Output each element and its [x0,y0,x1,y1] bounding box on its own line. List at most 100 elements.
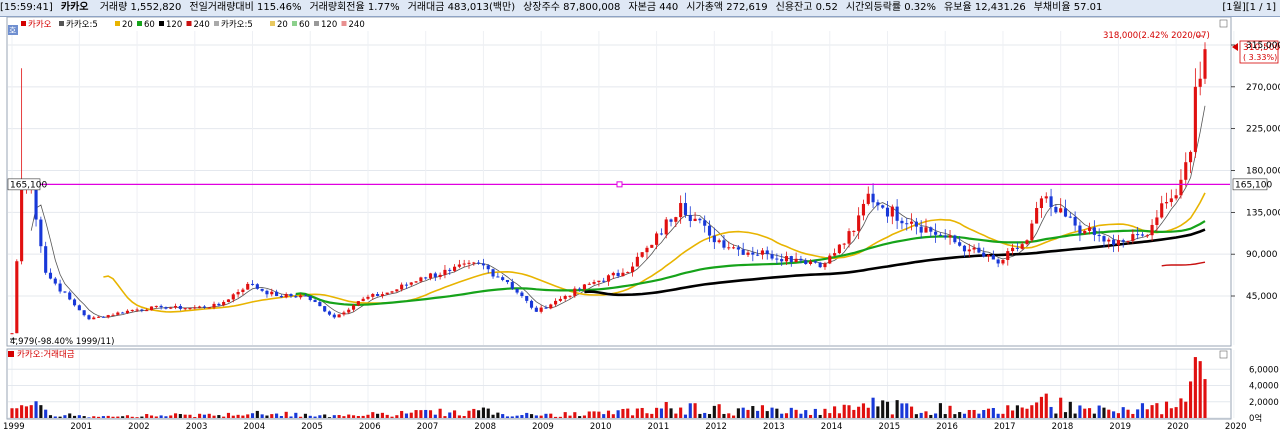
volume-bar [712,405,716,418]
candle-body [400,284,404,290]
candle-body [318,302,322,307]
candle-body [746,252,750,255]
hline-label-right-box [1232,178,1268,191]
volume-bar [342,416,346,418]
candle-body [275,291,279,296]
volume-bar [1198,361,1202,418]
candle-body [428,273,433,279]
candle-body [573,288,577,296]
candle-body [789,256,793,263]
candle-body [135,309,139,311]
candle-body [1203,49,1207,79]
volume-bar [650,413,654,418]
volume-pane-button[interactable] [1219,350,1228,359]
candle-body [265,290,269,295]
candle-body [130,309,134,311]
corner-badge[interactable] [8,25,18,35]
volume-bar [953,414,957,418]
volume-bar [698,413,702,418]
candle-body [1198,78,1202,87]
x-axis-label: 2002 [128,422,150,431]
candle-body [876,202,880,206]
candle-body [385,292,389,295]
volume-bar [24,406,28,418]
candle-body [852,230,856,232]
candle-body [568,295,572,297]
candle-body [510,282,514,289]
candle-body [34,184,38,220]
candle-body [794,258,798,263]
candle-body [804,260,808,264]
volume-bar [260,414,264,418]
volume-bar [659,408,663,418]
candle-body [558,298,562,301]
candle-body [169,307,173,309]
volume-bar [1087,408,1092,418]
candle-body [212,303,216,308]
legend-marker [159,21,164,26]
volume-bar [780,413,784,418]
header-field: 시간외등락률 0.32% [845,2,937,13]
x-axis-label: 2008 [474,422,496,431]
volume-bar [39,405,43,418]
horizontal-line-handle[interactable] [616,181,623,188]
candle-body [15,261,19,334]
candle-body [866,193,870,204]
volume-bar [727,413,731,418]
header-fields: 거래량 1,552,820 전일거래량대비 115.46% 거래량회전율 1.77%… [92,2,1103,13]
candle-body [905,223,909,225]
volume-bar [1169,408,1173,418]
legend-entry: 240 [349,20,365,30]
volume-bar [1107,409,1111,418]
candle-body [10,333,14,335]
candle-body [813,261,817,263]
legend-entry: 120 [166,20,182,30]
candle-body [674,217,678,222]
candle-body [260,288,264,291]
hline-label-left-box [7,178,41,191]
x-axis-label: 2009 [532,422,554,431]
candle-body [1044,196,1048,199]
candle-body [217,303,221,306]
candle-body [1083,230,1087,234]
corner-badge-label: 호 [9,26,16,35]
candle-body [1193,86,1197,152]
volume-bar [756,410,760,418]
volume-bar [303,413,308,418]
candle-body [193,307,197,309]
price-y-tick: 135,000 [1246,208,1280,218]
volume-bar [97,416,101,418]
candle-body [376,294,380,296]
volume-bar [770,407,774,418]
candle-body [149,306,154,311]
candle-body [1092,227,1096,235]
candle-body [87,315,91,320]
candle-body [207,307,211,309]
candle-body [101,316,105,318]
candle-body [226,299,231,302]
volume-bar [683,414,688,418]
price-pane-button[interactable] [1219,19,1228,28]
volume-bar [501,414,505,418]
volume-bar [477,410,481,418]
volume-bar [958,412,962,418]
volume-bar [58,416,62,418]
candle-body [496,276,500,278]
candle-body [241,289,245,292]
candle-body [857,215,861,231]
candle-body [1063,208,1068,217]
volume-bar [784,413,789,418]
volume-bar [72,415,77,418]
candle-body [679,203,683,218]
volume-bar [400,410,404,418]
volume-bar [664,402,668,418]
volume-bar [279,416,283,418]
volume-bar [385,414,389,418]
volume-bar [847,405,851,418]
candle-body [82,310,86,316]
candle-body [1184,162,1188,180]
volume-bar [92,416,96,418]
volume-bar [169,415,173,418]
hline-label-left: 165,100 [10,180,47,190]
volume-bar [765,411,769,418]
